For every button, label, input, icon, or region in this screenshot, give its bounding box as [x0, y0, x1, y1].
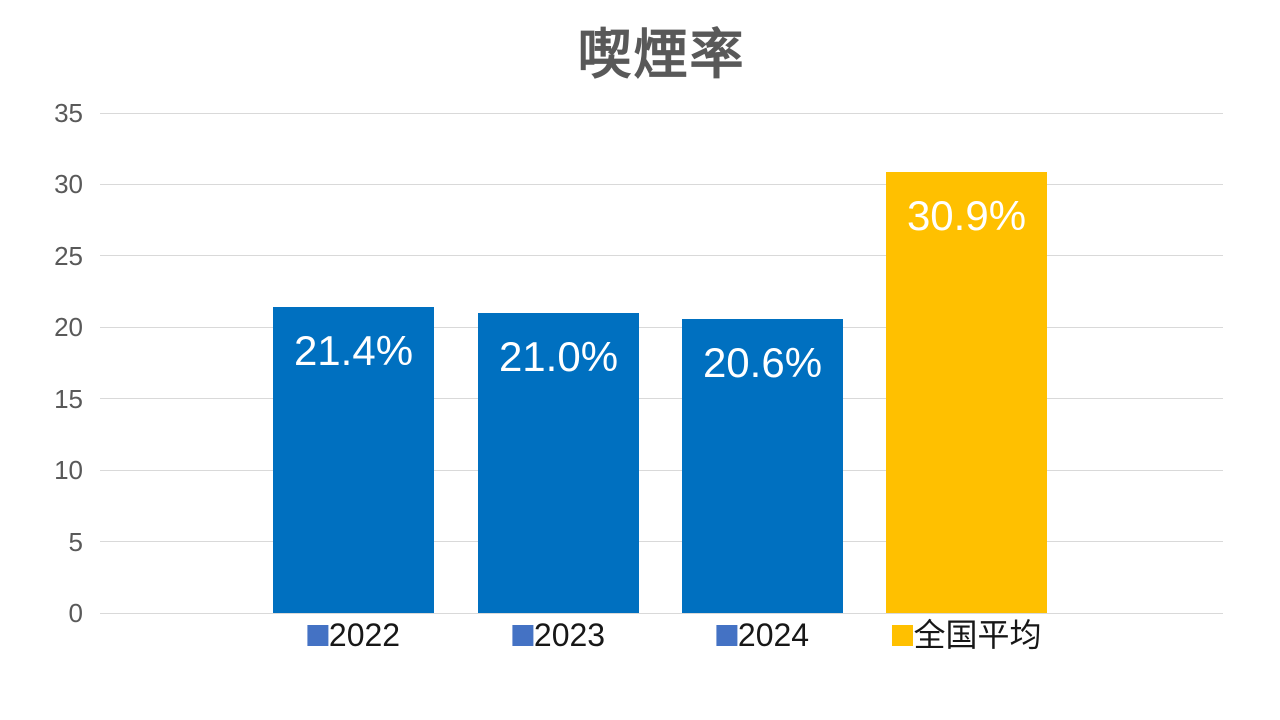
legend-square-marker-icon	[715, 624, 737, 646]
gridline	[100, 326, 1223, 328]
bar-value-label: 20.6%	[702, 338, 823, 386]
gridline	[100, 541, 1223, 543]
legend-category-label: 2022	[328, 617, 401, 653]
gridline	[100, 112, 1223, 114]
chart-title: 喫煙率	[577, 25, 746, 85]
legend-category-label: 2023	[533, 617, 606, 653]
legend-square-marker-icon	[306, 624, 328, 646]
y-axis-tick-label: 25	[54, 240, 83, 271]
y-axis-tick-label: 20	[54, 312, 83, 343]
bar-2023: 21.0%	[478, 313, 639, 613]
y-axis-tick-label: 30	[54, 169, 83, 200]
gridline	[100, 255, 1223, 257]
legend-category-label: 2024	[737, 617, 810, 653]
y-axis-tick-label: 15	[54, 383, 83, 414]
gridline	[100, 612, 1223, 614]
legend-item-全国平均: 全国平均	[891, 617, 1042, 653]
gridline	[100, 398, 1223, 400]
y-axis-tick-label: 5	[68, 526, 83, 557]
bar-2022: 21.4%	[273, 307, 434, 613]
y-axis-tick-label: 35	[54, 98, 83, 128]
bar-2024: 20.6%	[682, 318, 843, 613]
legend-square-marker-icon	[891, 624, 913, 646]
legend-item-2023: 2023	[511, 617, 606, 653]
gridline	[100, 183, 1223, 185]
legend-item-2024: 2024	[715, 617, 810, 653]
bar-全国平均: 30.9%	[886, 171, 1047, 613]
legend-square-marker-icon	[511, 624, 533, 646]
bar-value-label: 21.0%	[498, 333, 619, 380]
bar-value-label: 21.4%	[293, 327, 414, 375]
y-axis-tick-label: 10	[54, 455, 83, 486]
y-axis-tick-label: 0	[68, 598, 83, 628]
bar-value-label: 30.9%	[906, 191, 1027, 239]
legend-item-2022: 2022	[306, 617, 401, 653]
gridline	[100, 469, 1223, 471]
legend-category-label: 全国平均	[913, 617, 1042, 653]
